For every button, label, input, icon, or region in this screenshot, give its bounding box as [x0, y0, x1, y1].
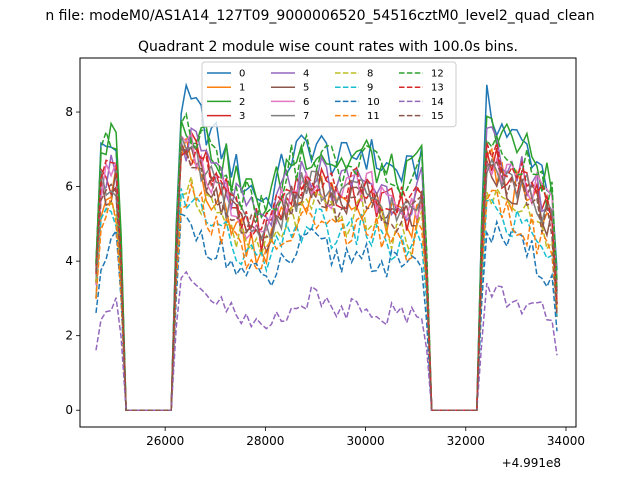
legend-box	[201, 61, 457, 128]
x-axis: 26000 28000 30000 32000 34000	[146, 427, 585, 448]
legend-label-14: 14	[431, 97, 444, 108]
y-tick-label: 8	[65, 105, 73, 119]
legend-label-15: 15	[431, 111, 444, 122]
y-tick-label: 2	[65, 329, 73, 343]
series-line-9	[95, 188, 558, 411]
legend-label-1: 1	[239, 83, 245, 94]
legend-label-13: 13	[431, 83, 444, 94]
legend-label-11: 11	[367, 111, 380, 122]
legend-label-2: 2	[239, 97, 245, 108]
series-line-15	[95, 148, 558, 411]
legend-label-8: 8	[367, 69, 373, 80]
legend-label-4: 4	[303, 69, 309, 80]
figure-suptitle: n file: modeM0/AS1A14_127T09_9000006520_…	[45, 8, 594, 24]
x-tick-label: 30000	[346, 434, 384, 448]
y-tick-label: 6	[65, 180, 73, 194]
legend-label-10: 10	[367, 97, 380, 108]
y-tick-label: 4	[65, 254, 73, 268]
axes-frame	[79, 57, 577, 428]
legend-label-0: 0	[239, 69, 245, 80]
x-tick-label: 28000	[246, 434, 284, 448]
legend-label-5: 5	[303, 83, 309, 94]
legend-label-6: 6	[303, 97, 309, 108]
series-lines	[95, 82, 558, 411]
legend-label-7: 7	[303, 111, 309, 122]
series-line-13	[95, 142, 558, 411]
legend-label-9: 9	[367, 83, 373, 94]
legend-label-3: 3	[239, 111, 245, 122]
x-tick-label: 32000	[447, 434, 485, 448]
x-tick-label: 34000	[547, 434, 585, 448]
y-tick-label: 0	[65, 403, 73, 417]
x-offset-label: +4.991e8	[502, 456, 561, 470]
legend-label-12: 12	[431, 69, 444, 80]
chart-title: Quadrant 2 module wise count rates with …	[138, 39, 518, 55]
x-tick-label: 26000	[146, 434, 184, 448]
y-axis: 0 2 4 6 8	[65, 105, 80, 417]
